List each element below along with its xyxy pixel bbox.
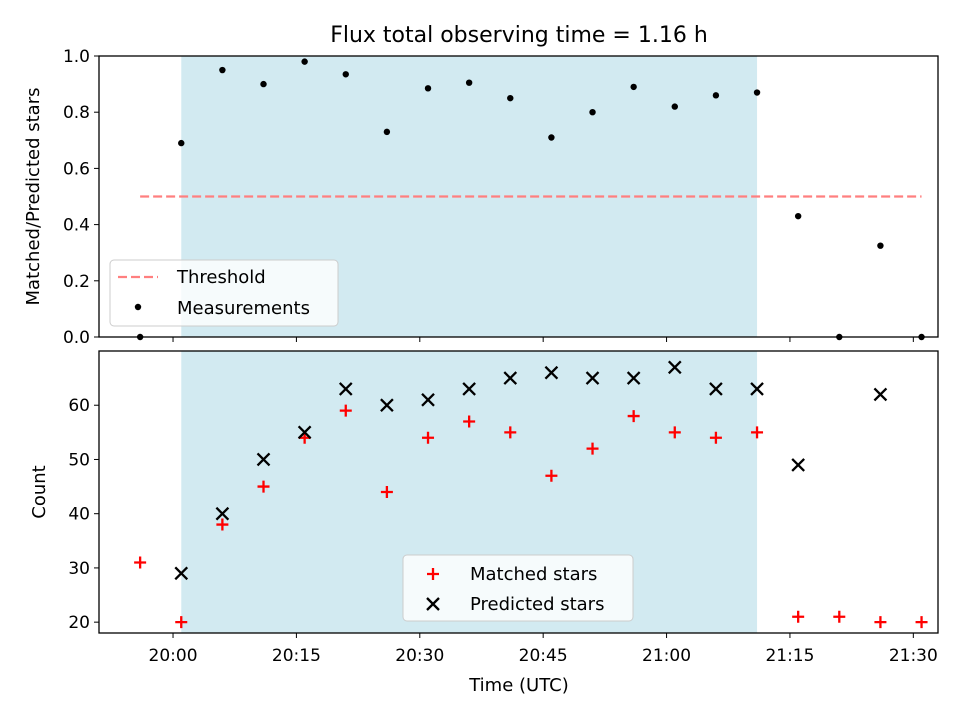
matched-star-marker bbox=[134, 556, 147, 569]
matched-star-marker bbox=[339, 404, 352, 417]
x-tick-label: 20:15 bbox=[272, 646, 321, 666]
measurement-point bbox=[465, 79, 473, 86]
bottom-legend: Matched stars Predicted stars bbox=[402, 554, 634, 622]
predicted-star-marker bbox=[462, 382, 476, 396]
x-tick-label: 21:30 bbox=[889, 646, 938, 666]
predicted-star-marker bbox=[215, 506, 230, 521]
bottom-plot-frame bbox=[98, 350, 939, 634]
top-y-tick-label: 0.0 bbox=[63, 328, 90, 348]
x-tick-label: 20:45 bbox=[519, 646, 568, 666]
measurement-point bbox=[178, 139, 185, 147]
predicted-star-marker bbox=[256, 452, 271, 467]
matched-star-marker bbox=[380, 486, 393, 498]
measurement-point bbox=[260, 80, 267, 88]
matched-star-marker bbox=[833, 610, 846, 623]
top-panel: 0.0 0.2 0.4 0.6 0.8 1.0 Matched/Predicted sta… bbox=[23, 47, 939, 348]
measurement-point bbox=[507, 94, 514, 102]
top-y-tick-label: 0.2 bbox=[63, 272, 90, 292]
x-tick-label: 21:15 bbox=[765, 646, 814, 666]
x-tick-label: 20:30 bbox=[395, 646, 444, 666]
legend-threshold-label: Threshold bbox=[176, 267, 266, 288]
matched-star-marker bbox=[216, 518, 229, 531]
matched-star-marker bbox=[545, 469, 558, 482]
predicted-star-marker bbox=[709, 382, 723, 396]
matched-star-marker bbox=[586, 442, 599, 455]
predicted-star-marker bbox=[626, 371, 641, 385]
bottom-y-tick-label: 60 bbox=[68, 396, 90, 416]
measurement-point bbox=[424, 85, 432, 92]
top-plot-frame bbox=[98, 55, 939, 338]
measurement-point bbox=[671, 103, 678, 110]
predicted-star-marker bbox=[544, 365, 559, 380]
legend-predicted-label: Predicted stars bbox=[470, 594, 604, 615]
predicted-star-marker bbox=[297, 425, 312, 440]
bottom-y-axis-label: Count bbox=[29, 465, 50, 518]
x-axis-label: Time (UTC) bbox=[468, 675, 569, 696]
top-y-tick-label: 0.8 bbox=[63, 103, 90, 123]
predicted-star-marker bbox=[174, 566, 189, 581]
matched-star-marker bbox=[422, 431, 435, 444]
measurement-point bbox=[219, 66, 226, 74]
bottom-panel: 20 30 40 50 60 20:00 20:15 20:30 20:45 21:00 21:1… bbox=[29, 350, 939, 666]
measurement-point bbox=[548, 134, 555, 141]
top-y-tick-label: 0.4 bbox=[63, 216, 90, 236]
matched-star-marker bbox=[175, 616, 188, 629]
matched-star-marker bbox=[627, 410, 640, 423]
matched-star-marker bbox=[257, 480, 270, 493]
legend-measurements-label: Measurements bbox=[177, 298, 310, 319]
matched-star-marker bbox=[751, 426, 764, 439]
bottom-y-tick-label: 30 bbox=[68, 559, 90, 579]
matched-star-marker bbox=[427, 568, 439, 580]
x-tick-label: 21:00 bbox=[642, 646, 691, 666]
predicted-star-marker bbox=[421, 392, 435, 407]
matched-star-marker bbox=[668, 426, 681, 439]
top-y-tick-label: 0.6 bbox=[63, 159, 90, 179]
bottom-x-ticks: 20:00 20:15 20:30 20:45 21:00 21:15 21:30 bbox=[149, 633, 938, 666]
top-x-ticks bbox=[172, 337, 914, 342]
measurement-point bbox=[301, 58, 308, 65]
measurement-point bbox=[589, 109, 596, 116]
predicted-star-marker bbox=[426, 597, 440, 611]
measurement-point bbox=[877, 242, 884, 249]
top-legend-box bbox=[109, 259, 339, 327]
chart-title: Flux total observing time = 1.16 h bbox=[330, 23, 708, 48]
x-tick-label: 20:00 bbox=[149, 646, 198, 666]
bottom-count-points bbox=[134, 360, 928, 629]
predicted-star-marker bbox=[873, 387, 888, 402]
measurement-point bbox=[794, 212, 802, 220]
legend-matched-label: Matched stars bbox=[470, 564, 597, 585]
predicted-star-marker bbox=[503, 371, 518, 385]
matched-star-marker bbox=[463, 415, 476, 428]
legend-measurement-swatch bbox=[134, 303, 142, 311]
predicted-star-marker bbox=[380, 398, 394, 413]
matched-star-marker bbox=[915, 616, 928, 629]
predicted-star-marker bbox=[338, 382, 353, 396]
top-y-tick-label: 1.0 bbox=[63, 47, 90, 67]
matched-star-marker bbox=[504, 426, 517, 439]
top-y-axis-label: Matched/Predicted stars bbox=[23, 88, 44, 306]
top-y-ticks: 0.0 0.2 0.4 0.6 0.8 1.0 bbox=[63, 47, 99, 348]
measurement-point bbox=[712, 92, 720, 99]
measurement-point bbox=[630, 83, 637, 91]
bottom-y-ticks: 20 30 40 50 60 bbox=[68, 396, 99, 633]
matched-star-marker bbox=[792, 610, 805, 623]
measurement-point bbox=[342, 71, 349, 78]
bottom-y-tick-label: 50 bbox=[68, 450, 90, 470]
measurement-point bbox=[753, 89, 761, 96]
matched-star-marker bbox=[709, 431, 722, 444]
top-legend: Threshold Measurements bbox=[109, 259, 339, 327]
predicted-star-marker bbox=[791, 458, 805, 472]
bottom-y-tick-label: 20 bbox=[68, 613, 90, 633]
top-measurement-points bbox=[136, 58, 925, 341]
bottom-y-tick-label: 40 bbox=[68, 505, 90, 525]
predicted-star-marker bbox=[750, 382, 764, 396]
predicted-star-marker bbox=[585, 371, 600, 385]
predicted-star-marker bbox=[667, 360, 682, 375]
matched-star-marker bbox=[874, 616, 887, 629]
bottom-legend-box bbox=[402, 554, 634, 622]
measurement-point bbox=[383, 128, 391, 136]
